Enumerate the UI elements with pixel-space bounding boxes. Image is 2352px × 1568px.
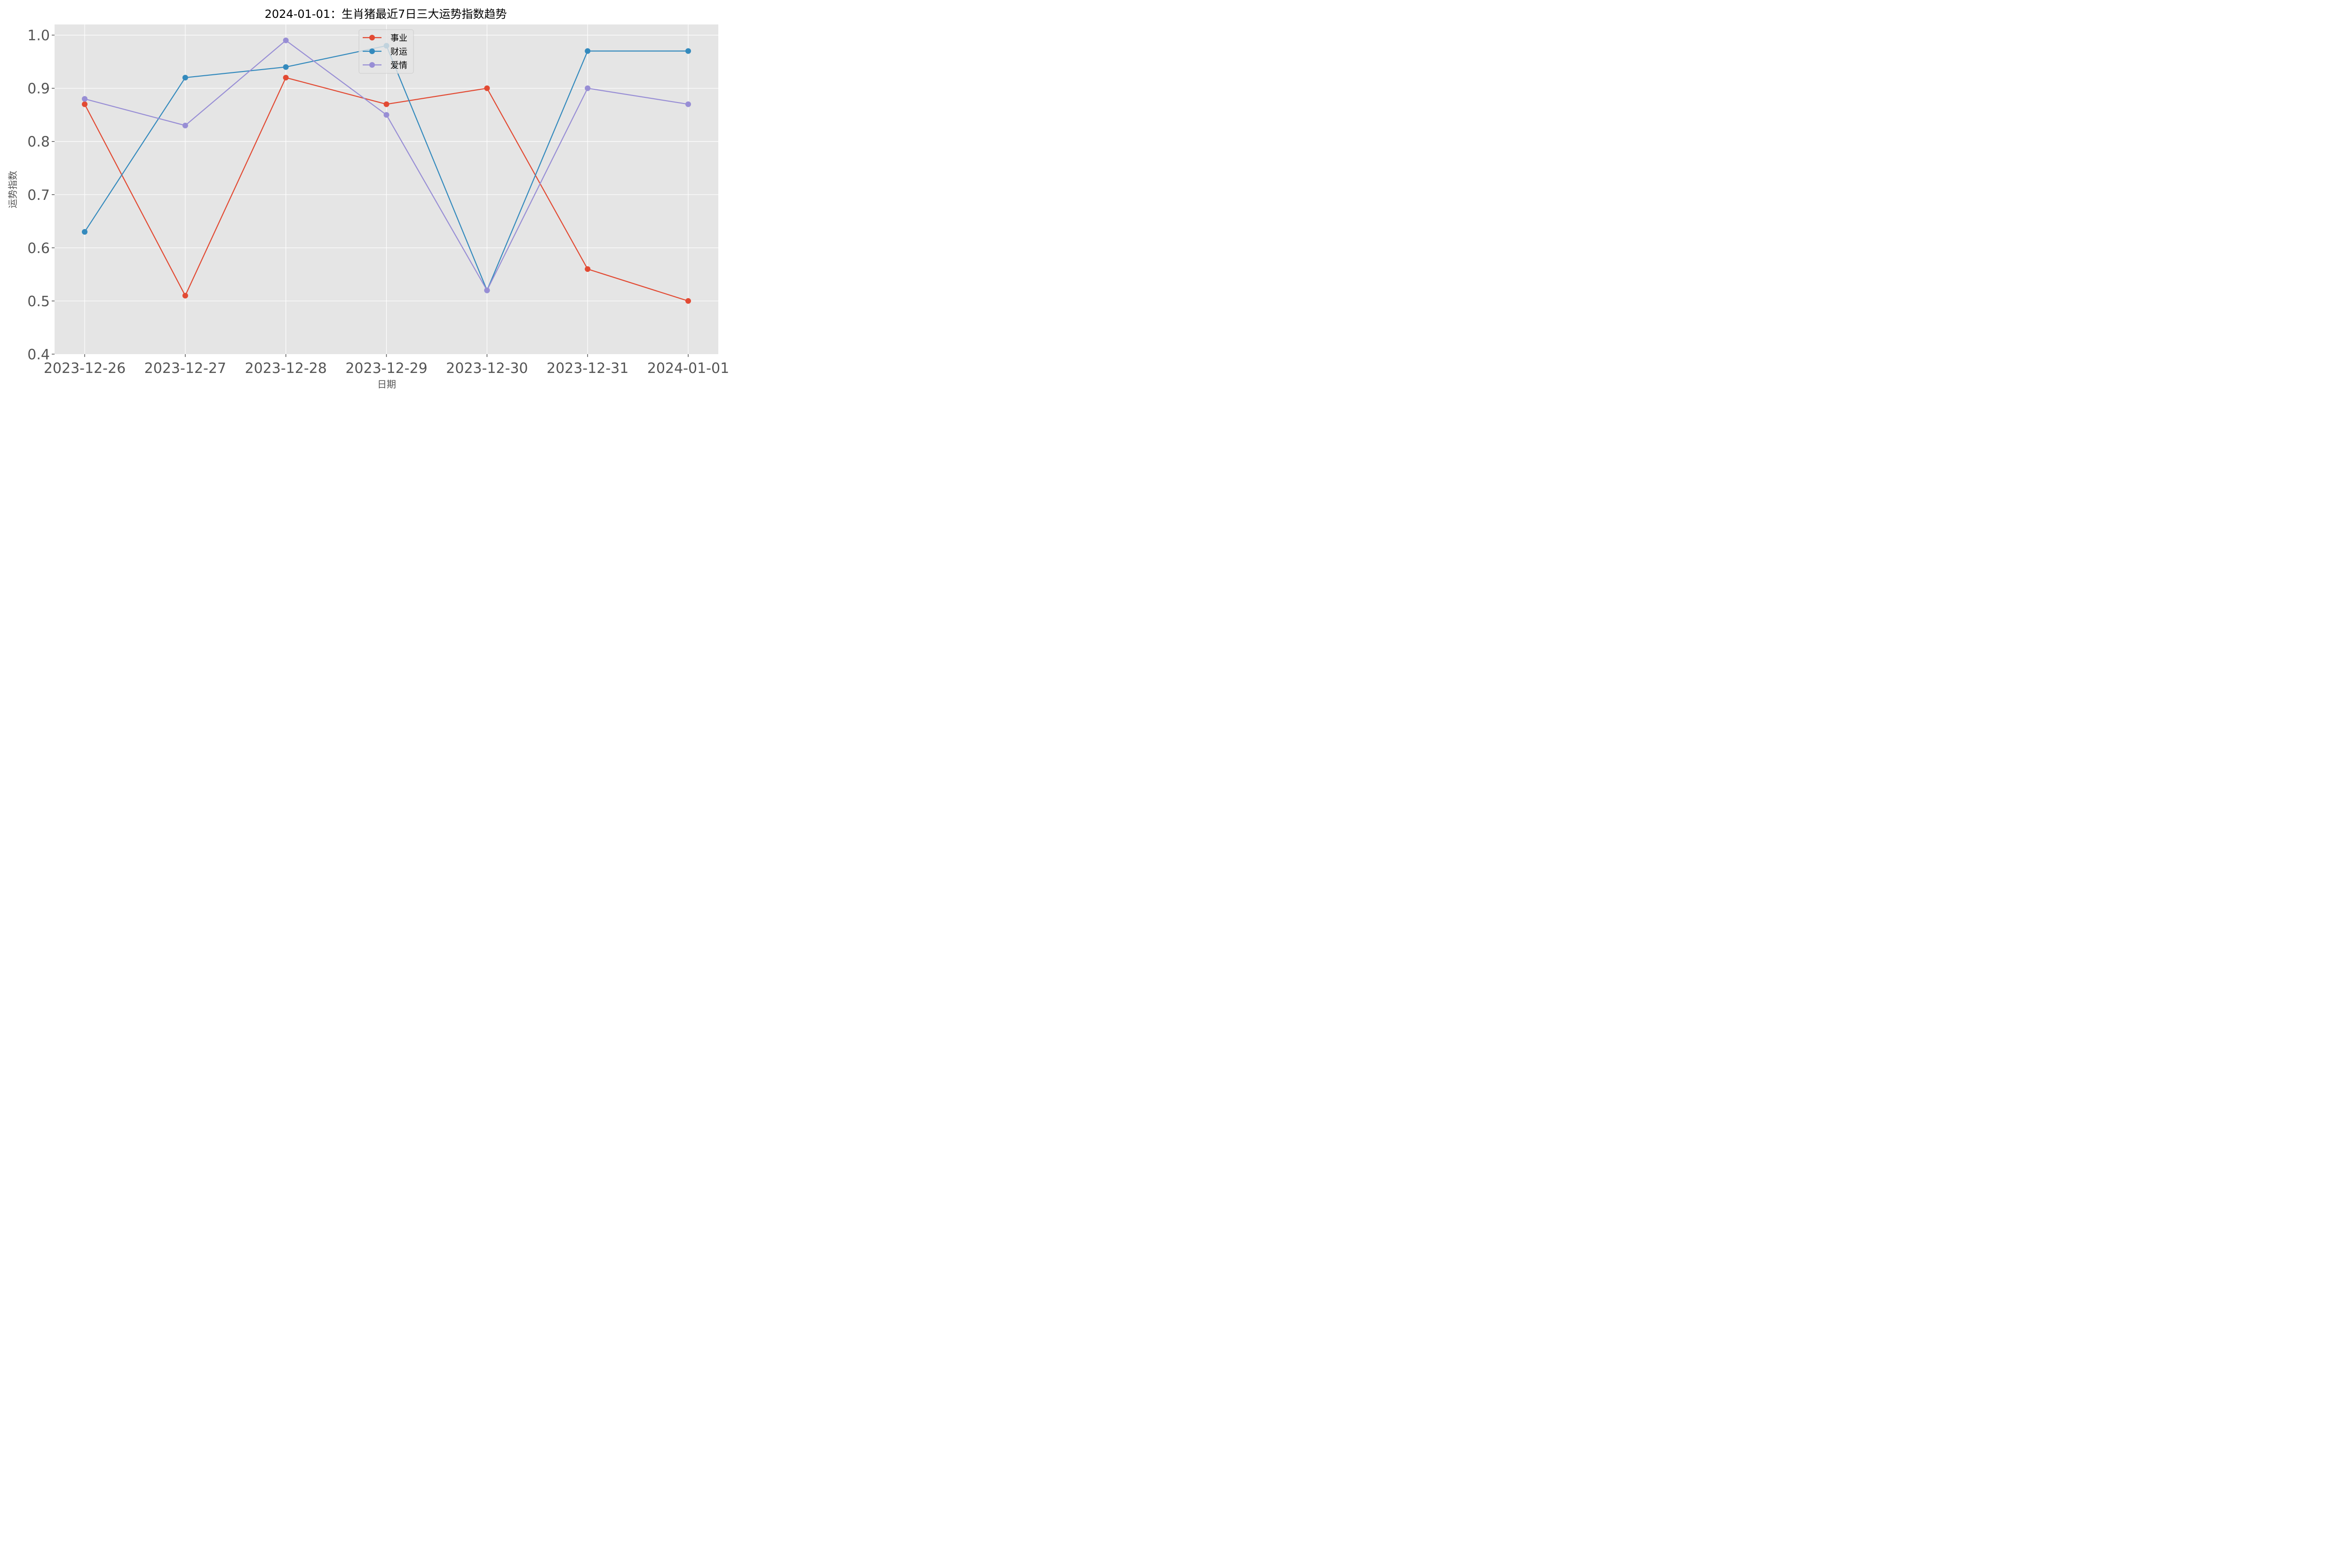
data-point xyxy=(685,101,691,107)
data-point xyxy=(484,85,490,91)
data-point xyxy=(82,229,87,235)
legend-label: 财运 xyxy=(390,47,407,57)
data-point xyxy=(585,48,591,54)
line-chart: 2024-01-01：生肖猪最近7日三大运势指数趋势 0.40.50.60.70… xyxy=(7,8,729,390)
y-tick-label: 0.9 xyxy=(27,81,50,97)
data-point xyxy=(383,112,389,118)
series-3 xyxy=(82,37,691,293)
y-axis-label: 运势指数 xyxy=(7,171,18,208)
legend-swatch-marker xyxy=(369,35,375,40)
x-axis: 2023-12-26 2023-12-27 2023-12-28 2023-12-29… xyxy=(44,354,729,377)
legend-swatch-marker xyxy=(369,48,375,54)
data-point xyxy=(585,85,591,91)
data-point xyxy=(685,48,691,54)
x-tick-label: 2023-12-28 xyxy=(245,360,326,377)
data-point xyxy=(182,122,188,128)
x-tick-label: 2023-12-30 xyxy=(446,360,528,377)
legend-label: 爱情 xyxy=(390,61,407,71)
chart-title: 2024-01-01：生肖猪最近7日三大运势指数趋势 xyxy=(265,8,507,21)
data-point xyxy=(82,96,87,102)
data-point xyxy=(182,293,188,299)
y-tick-label: 0.6 xyxy=(27,240,50,257)
series-1 xyxy=(82,75,691,304)
data-point xyxy=(484,287,490,293)
y-tick-label: 1.0 xyxy=(27,28,50,44)
x-tick-label: 2023-12-27 xyxy=(144,360,226,377)
data-point xyxy=(685,298,691,304)
y-tick-label: 0.5 xyxy=(27,293,50,310)
legend-label: 事业 xyxy=(390,33,407,43)
legend-swatch-marker xyxy=(369,62,375,68)
data-point xyxy=(283,75,289,81)
x-tick-label: 2023-12-26 xyxy=(44,360,126,377)
series-group xyxy=(82,37,691,304)
y-tick-label: 0.8 xyxy=(27,134,50,150)
x-tick-label: 2023-12-31 xyxy=(547,360,628,377)
y-tick-label: 0.7 xyxy=(27,187,50,204)
data-point xyxy=(283,64,289,70)
y-tick-label: 0.4 xyxy=(27,347,50,363)
data-point xyxy=(585,266,591,272)
data-point xyxy=(383,101,389,107)
x-tick-label: 2024-01-01 xyxy=(647,360,729,377)
data-point xyxy=(283,37,289,43)
data-point xyxy=(182,75,188,81)
data-point xyxy=(82,101,87,107)
x-axis-label: 日期 xyxy=(377,379,396,390)
y-axis: 0.4 0.5 0.6 0.7 0.8 0.9 1.0 xyxy=(27,28,55,363)
x-tick-label: 2023-12-29 xyxy=(345,360,427,377)
